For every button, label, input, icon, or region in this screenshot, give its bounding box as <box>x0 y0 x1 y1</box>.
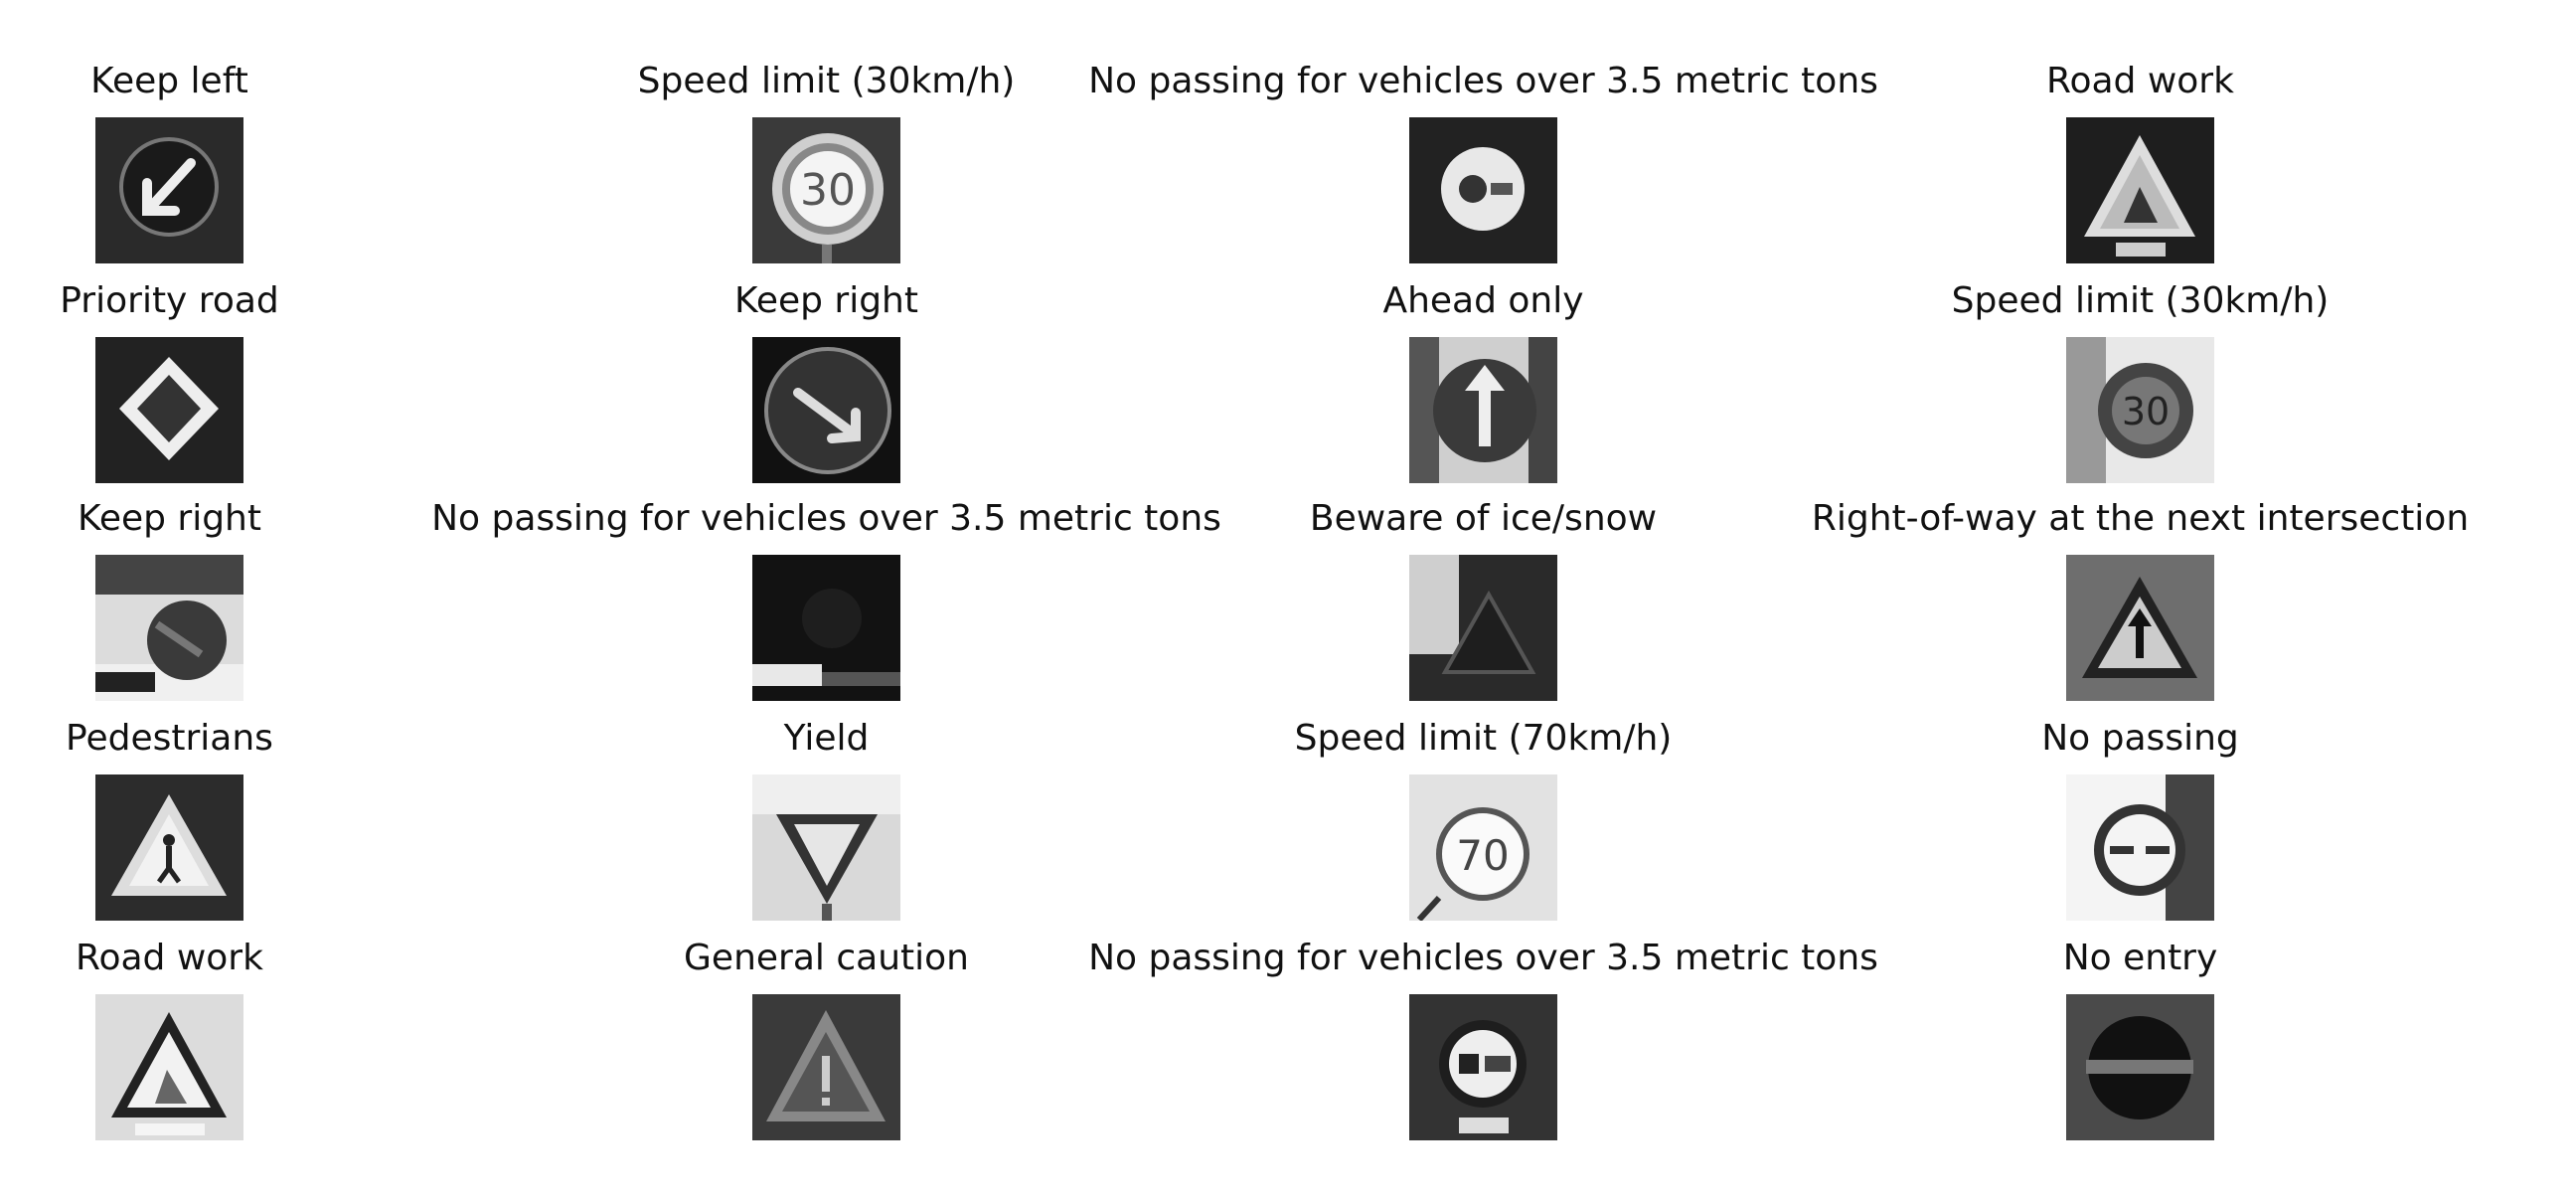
pedestrians-sign-icon <box>95 774 243 921</box>
sign-label: General caution <box>684 938 969 978</box>
sign-digits: 30 <box>800 165 856 216</box>
ahead-only-sign-icon <box>1409 337 1557 483</box>
sign-image <box>1409 994 1557 1140</box>
sign-image <box>1409 555 1557 701</box>
no-passing-trucks-sign-icon <box>1409 994 1557 1140</box>
sign-image <box>2066 774 2214 921</box>
sign-label: Speed limit (30km/h) <box>637 61 1016 101</box>
sign-label: Speed limit (70km/h) <box>1294 718 1673 759</box>
no-passing-trucks-sign-icon <box>1409 117 1557 263</box>
no-passing-sign-icon <box>2066 774 2214 921</box>
speed-limit-30-sign-icon: 30 <box>752 117 900 263</box>
sign-label: Keep right <box>78 498 261 539</box>
sign-image <box>2066 994 2214 1140</box>
road-work-sign-icon <box>2066 117 2214 263</box>
speed-limit-30-sign-icon: 30 <box>2066 337 2214 483</box>
sign-image <box>95 337 243 483</box>
general-caution-sign-icon <box>752 994 900 1140</box>
sign-label: Road work <box>76 938 263 978</box>
sign-image <box>1409 117 1557 263</box>
sign-label: No passing <box>2041 718 2239 759</box>
sign-image <box>752 994 900 1140</box>
sign-image <box>1409 337 1557 483</box>
keep-left-sign-icon <box>95 117 243 263</box>
sign-label: Speed limit (30km/h) <box>1951 280 2330 321</box>
road-work-sign-icon <box>95 994 243 1140</box>
sign-image <box>752 555 900 701</box>
sign-label: No passing for vehicles over 3.5 metric … <box>1088 938 1878 978</box>
keep-right-sign-icon <box>752 337 900 483</box>
sign-label: Ahead only <box>1382 280 1584 321</box>
no-passing-trucks-sign-icon <box>752 555 900 701</box>
priority-road-sign-icon <box>95 337 243 483</box>
sign-label: Road work <box>2046 61 2234 101</box>
yield-sign-icon <box>752 774 900 921</box>
keep-right-sign-icon <box>95 555 243 701</box>
sign-image <box>95 555 243 701</box>
sign-label: No passing for vehicles over 3.5 metric … <box>431 498 1221 539</box>
speed-limit-70-sign-icon: 70 <box>1409 774 1557 921</box>
sign-label: Beware of ice/snow <box>1309 498 1658 539</box>
sign-label: Priority road <box>60 280 279 321</box>
sign-image <box>752 337 900 483</box>
sign-label: No passing for vehicles over 3.5 metric … <box>1088 61 1878 101</box>
sign-image: 70 <box>1409 774 1557 921</box>
sign-digits: 30 <box>2122 390 2170 433</box>
sign-label: Right-of-way at the next intersection <box>1811 498 2470 539</box>
sign-image <box>95 994 243 1140</box>
sign-label: Yield <box>783 718 870 759</box>
sign-image: 30 <box>2066 337 2214 483</box>
sign-label: No entry <box>2062 938 2218 978</box>
sign-image <box>95 774 243 921</box>
no-entry-sign-icon <box>2066 994 2214 1140</box>
sign-label: Pedestrians <box>66 718 273 759</box>
sign-label: Keep right <box>734 280 918 321</box>
ice-snow-sign-icon <box>1409 555 1557 701</box>
right-of-way-sign-icon <box>2066 555 2214 701</box>
sign-image <box>2066 117 2214 263</box>
sign-image <box>95 117 243 263</box>
sign-digits: 70 <box>1456 831 1509 880</box>
sign-image <box>752 774 900 921</box>
sign-label: Keep left <box>90 61 248 101</box>
sign-image <box>2066 555 2214 701</box>
sign-image: 30 <box>752 117 900 263</box>
